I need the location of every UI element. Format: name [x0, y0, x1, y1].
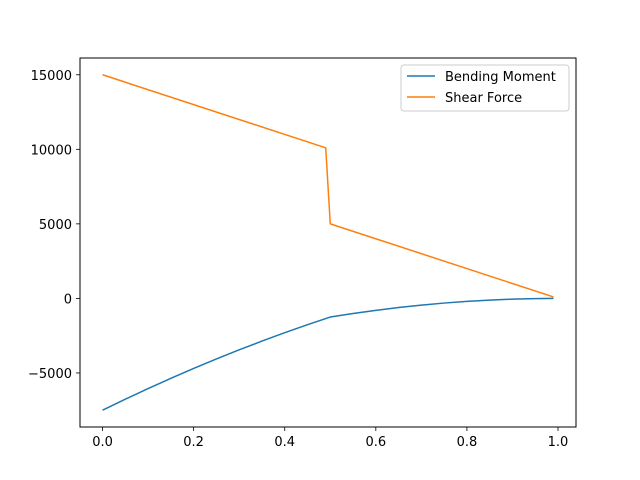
x-tick-label: 0.0 [92, 435, 113, 450]
x-tick-label: 0.4 [274, 435, 295, 450]
y-tick-label: 0 [64, 292, 72, 307]
x-tick-label: 0.2 [183, 435, 204, 450]
y-tick-label: −5000 [28, 367, 72, 382]
legend-label-shear-force: Shear Force [445, 91, 522, 106]
legend-box [400, 64, 570, 112]
x-tick-label: 1.0 [548, 435, 569, 450]
y-tick-label: 10000 [31, 143, 72, 158]
legend-label-bending-moment: Bending Moment [445, 70, 556, 85]
x-tick-label: 0.6 [365, 435, 386, 450]
series-line-shear-force [102, 74, 554, 298]
x-axis: 0.0 0.2 0.4 0.6 0.8 1.0 [92, 427, 568, 450]
y-axis: −5000 0 5000 10000 15000 [28, 69, 80, 382]
plot-lines [102, 74, 554, 411]
x-tick-label: 0.8 [457, 435, 478, 450]
plot-frame [79, 57, 577, 428]
legend: Bending Moment Shear Force [400, 64, 570, 112]
series-line-bending-moment [102, 297, 554, 411]
y-tick-label: 15000 [31, 69, 72, 84]
y-tick-label: 5000 [39, 218, 72, 233]
